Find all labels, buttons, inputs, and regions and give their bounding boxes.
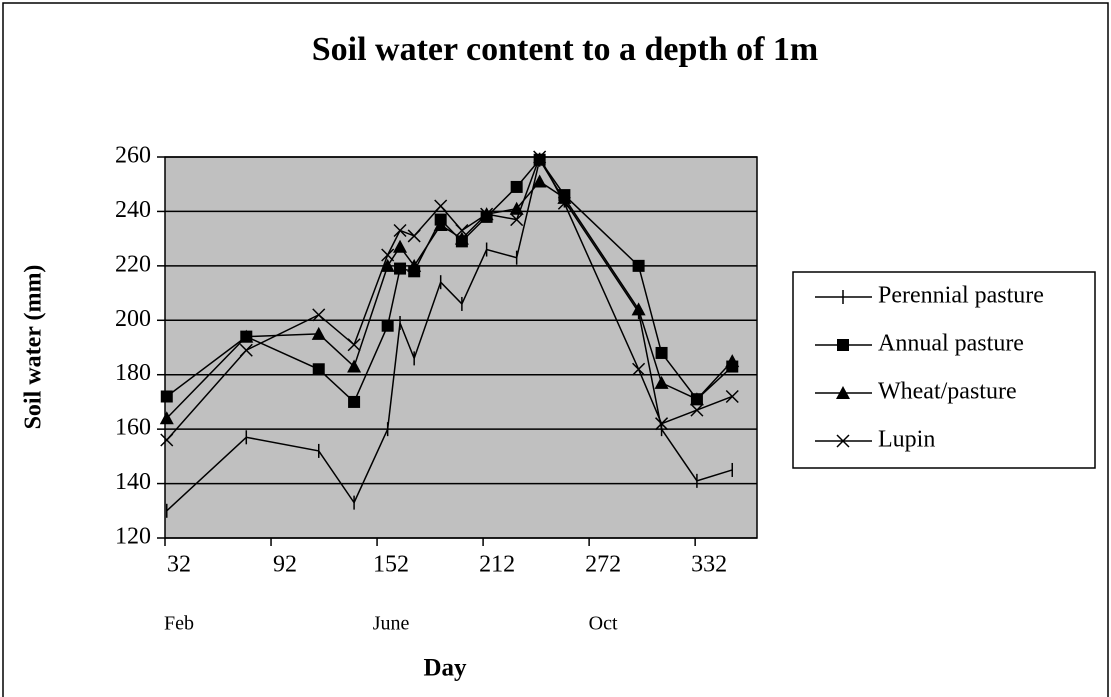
legend-box [792,271,1096,469]
y-tick-label: 160 [115,415,151,441]
month-label: Feb [164,613,194,635]
marker [533,150,547,164]
marker [160,390,173,403]
y-tick-label: 240 [115,197,151,223]
x-tick-label: 212 [479,552,515,578]
legend-marker [836,386,850,399]
marker [312,308,326,322]
marker [655,417,669,431]
legend-marker [836,434,850,448]
marker [557,196,571,210]
marker [394,262,407,275]
x-tick-label: 332 [691,552,727,578]
marker [381,319,394,332]
marker [689,392,704,406]
legend-label: Lupin [878,427,935,453]
marker [455,223,469,238]
y-tick-label: 220 [115,251,151,277]
marker [239,343,253,357]
marker [654,375,669,389]
marker [380,258,395,272]
marker [312,363,325,376]
marker [407,229,421,243]
marker [725,354,740,368]
marker [407,258,422,272]
marker [655,346,668,359]
x-tick-label: 32 [167,552,191,578]
x-tick-label: 152 [373,552,409,578]
legend-label: Perennial pasture [878,283,1044,309]
marker [159,411,174,425]
marker [433,218,448,232]
chart-title: Soil water content to a depth of 1m [312,31,819,68]
marker [632,362,646,376]
month-label: June [373,613,410,635]
marker [690,403,704,417]
marker [239,329,254,343]
marker [725,389,739,404]
marker [480,207,494,221]
marker [532,174,547,188]
marker [347,338,361,352]
y-tick-label: 200 [115,306,151,332]
marker [454,231,469,245]
y-tick-label: 260 [115,143,151,169]
marker [311,326,326,340]
x-axis-label: Day [423,655,467,682]
marker [160,433,174,447]
legend-label: Annual pasture [878,331,1024,357]
marker [510,213,524,227]
legend: Perennial pasture Annual pasture Wheat/pas… [792,271,1096,469]
marker [348,395,361,408]
legend-marker [837,339,849,351]
marker [381,248,395,262]
month-label: Oct [589,613,618,635]
x-tick-label: 272 [585,552,621,578]
marker [393,223,407,238]
marker [347,359,362,373]
marker [434,199,448,213]
marker [510,180,523,193]
y-tick-label: 140 [115,469,151,495]
y-tick-label: 120 [115,524,151,550]
plot-border [164,156,758,539]
legend-label: Wheat/pasture [878,379,1017,405]
plot-area [165,157,757,538]
y-tick-label: 180 [115,360,151,386]
marker [632,259,645,272]
marker [393,239,408,253]
y-axis-label: Soil water (mm) [21,265,47,430]
x-tick-label: 92 [273,552,297,578]
marker [631,302,646,316]
